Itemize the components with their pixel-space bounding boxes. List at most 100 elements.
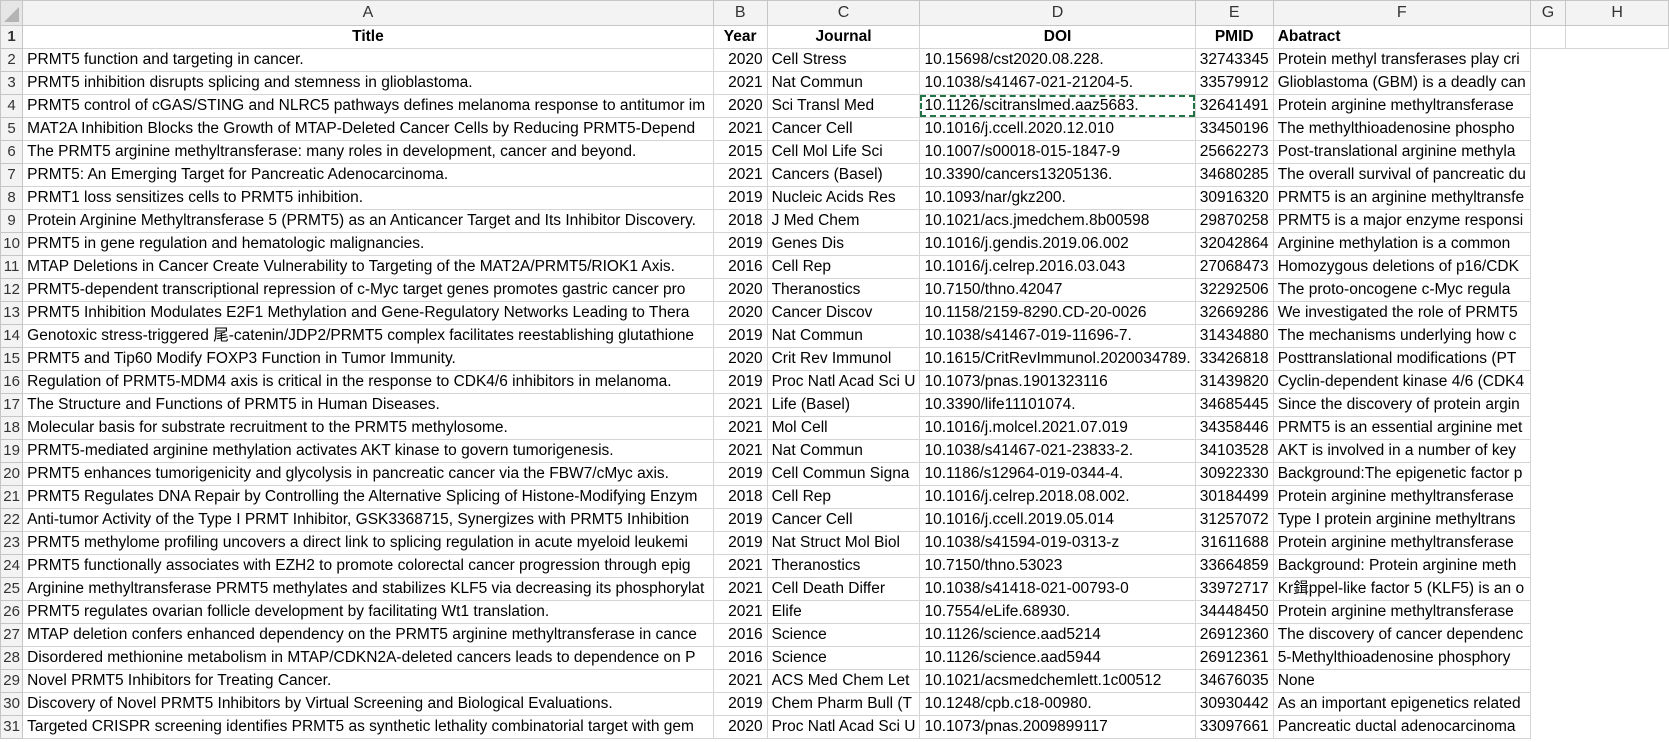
column-header-e[interactable]: E <box>1194 0 1274 26</box>
cell-journal[interactable]: Nat Commun <box>766 71 921 95</box>
row-header[interactable]: 4 <box>0 94 24 118</box>
cell-journal[interactable]: Nucleic Acids Res <box>766 186 921 210</box>
cell-pmid[interactable]: 31439820 <box>1194 370 1274 394</box>
cell-year[interactable]: 2020 <box>712 278 768 302</box>
row-header[interactable]: 11 <box>0 255 24 279</box>
cell-pmid[interactable]: 30930442 <box>1194 692 1274 716</box>
row-header[interactable]: 14 <box>0 324 24 348</box>
cell-year[interactable]: 2018 <box>712 209 768 233</box>
cell-year[interactable]: 2020 <box>712 48 768 72</box>
cell-title[interactable]: PRMT5 Regulates DNA Repair by Controllin… <box>22 485 714 509</box>
row-header[interactable]: 27 <box>0 623 24 647</box>
cell-doi[interactable]: 10.1021/acs.jmedchem.8b00598 <box>919 209 1196 233</box>
row-header[interactable]: 28 <box>0 646 24 670</box>
cell-year[interactable]: 2019 <box>712 508 768 532</box>
cell-abstract[interactable]: Background:The epigenetic factor p <box>1272 462 1531 486</box>
cell-title[interactable]: Protein Arginine Methyltransferase 5 (PR… <box>22 209 714 233</box>
cell-year[interactable]: 2021 <box>712 163 768 187</box>
cell-doi[interactable]: 10.1016/j.gendis.2019.06.002 <box>919 232 1196 256</box>
cell-abstract[interactable]: 5-Methylthioadenosine phosphory <box>1272 646 1531 670</box>
cell-title[interactable]: Anti-tumor Activity of the Type I PRMT I… <box>22 508 714 532</box>
cell-doi[interactable]: 10.1126/science.aad5214 <box>919 623 1196 647</box>
header-cell-year[interactable]: Year <box>712 25 768 49</box>
cell-pmid[interactable]: 32669286 <box>1194 301 1274 325</box>
cell-title[interactable]: PRMT5 Inhibition Modulates E2F1 Methylat… <box>22 301 714 325</box>
cell-doi[interactable]: 10.1038/s41418-021-00793-0 <box>919 577 1196 601</box>
cell-abstract[interactable]: PRMT5 is a major enzyme responsi <box>1272 209 1531 233</box>
cell-pmid[interactable]: 34358446 <box>1194 416 1274 440</box>
cell-journal[interactable]: Cell Death Differ <box>766 577 921 601</box>
cell-abstract[interactable]: Protein arginine methyltransferase <box>1272 485 1531 509</box>
row-header[interactable]: 12 <box>0 278 24 302</box>
cell-pmid[interactable]: 33972717 <box>1194 577 1274 601</box>
row-header[interactable]: 5 <box>0 117 24 141</box>
cell-title[interactable]: MAT2A Inhibition Blocks the Growth of MT… <box>22 117 714 141</box>
cell-year[interactable]: 2016 <box>712 646 768 670</box>
column-header-h[interactable]: H <box>1565 0 1669 26</box>
cell-year[interactable]: 2021 <box>712 554 768 578</box>
column-header-d[interactable]: D <box>919 0 1196 26</box>
header-cell-journal[interactable]: Journal <box>766 25 921 49</box>
cell-abstract[interactable]: Background: Protein arginine meth <box>1272 554 1531 578</box>
column-header-a[interactable]: A <box>22 0 714 26</box>
header-cell-doi[interactable]: DOI <box>919 25 1196 49</box>
cell-year[interactable]: 2015 <box>712 140 768 164</box>
cell-pmid[interactable]: 26912360 <box>1194 623 1274 647</box>
cell-pmid[interactable]: 29870258 <box>1194 209 1274 233</box>
cell-pmid[interactable]: 31611688 <box>1194 531 1274 555</box>
cell-title[interactable]: PRMT5 regulates ovarian follicle develop… <box>22 600 714 624</box>
row-header[interactable]: 6 <box>0 140 24 164</box>
cell-doi[interactable]: 10.1186/s12964-019-0344-4. <box>919 462 1196 486</box>
empty-cell[interactable] <box>1565 25 1669 49</box>
empty-cell[interactable] <box>1529 25 1567 49</box>
cell-year[interactable]: 2019 <box>712 186 768 210</box>
cell-title[interactable]: PRMT5 enhances tumorigenicity and glycol… <box>22 462 714 486</box>
cell-year[interactable]: 2016 <box>712 623 768 647</box>
cell-abstract[interactable]: Since the discovery of protein argin <box>1272 393 1531 417</box>
cell-year[interactable]: 2021 <box>712 600 768 624</box>
row-header[interactable]: 23 <box>0 531 24 555</box>
header-cell-title[interactable]: Title <box>22 25 714 49</box>
cell-pmid[interactable]: 32292506 <box>1194 278 1274 302</box>
cell-title[interactable]: PRMT5-dependent transcriptional repressi… <box>22 278 714 302</box>
cell-pmid[interactable]: 30922330 <box>1194 462 1274 486</box>
cell-title[interactable]: MTAP Deletions in Cancer Create Vulnerab… <box>22 255 714 279</box>
cell-title[interactable]: The PRMT5 arginine methyltransferase: ma… <box>22 140 714 164</box>
cell-journal[interactable]: Theranostics <box>766 554 921 578</box>
cell-doi[interactable]: 10.1038/s41467-021-21204-5. <box>919 71 1196 95</box>
cell-journal[interactable]: ACS Med Chem Let <box>766 669 921 693</box>
cell-title[interactable]: PRMT5: An Emerging Target for Pancreatic… <box>22 163 714 187</box>
cell-journal[interactable]: Proc Natl Acad Sci U <box>766 370 921 394</box>
cell-title[interactable]: Targeted CRISPR screening identifies PRM… <box>22 715 714 739</box>
cell-year[interactable]: 2021 <box>712 416 768 440</box>
cell-title[interactable]: Novel PRMT5 Inhibitors for Treating Canc… <box>22 669 714 693</box>
row-header[interactable]: 19 <box>0 439 24 463</box>
row-header[interactable]: 18 <box>0 416 24 440</box>
row-header[interactable]: 13 <box>0 301 24 325</box>
cell-pmid[interactable]: 33579912 <box>1194 71 1274 95</box>
cell-journal[interactable]: Cancer Cell <box>766 508 921 532</box>
cell-doi[interactable]: 10.1073/pnas.2009899117 <box>919 715 1196 739</box>
cell-pmid[interactable]: 32641491 <box>1194 94 1274 118</box>
cell-pmid[interactable]: 32042864 <box>1194 232 1274 256</box>
row-header[interactable]: 7 <box>0 163 24 187</box>
select-all-button[interactable] <box>0 0 24 26</box>
cell-journal[interactable]: Cell Rep <box>766 255 921 279</box>
cell-abstract[interactable]: Cyclin-dependent kinase 4/6 (CDK4 <box>1272 370 1531 394</box>
row-header[interactable]: 22 <box>0 508 24 532</box>
cell-doi[interactable]: 10.7150/thno.42047 <box>919 278 1196 302</box>
cell-journal[interactable]: Sci Transl Med <box>766 94 921 118</box>
cell-year[interactable]: 2019 <box>712 692 768 716</box>
cell-year[interactable]: 2019 <box>712 531 768 555</box>
cell-abstract[interactable]: Glioblastoma (GBM) is a deadly can <box>1272 71 1531 95</box>
cell-title[interactable]: Disordered methionine metabolism in MTAP… <box>22 646 714 670</box>
cell-title[interactable]: MTAP deletion confers enhanced dependenc… <box>22 623 714 647</box>
row-header[interactable]: 9 <box>0 209 24 233</box>
cell-journal[interactable]: Genes Dis <box>766 232 921 256</box>
cell-doi[interactable]: 10.3390/cancers13205136. <box>919 163 1196 187</box>
cell-doi[interactable]: 10.1021/acsmedchemlett.1c00512 <box>919 669 1196 693</box>
cell-journal[interactable]: Nat Commun <box>766 439 921 463</box>
cell-doi[interactable]: 10.1248/cpb.c18-00980. <box>919 692 1196 716</box>
cell-journal[interactable]: Chem Pharm Bull (T <box>766 692 921 716</box>
cell-doi[interactable]: 10.1093/nar/gkz200. <box>919 186 1196 210</box>
